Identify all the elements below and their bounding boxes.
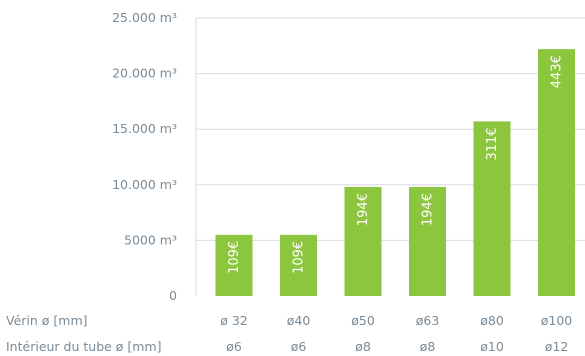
y-tick-label: 5000 m³ bbox=[124, 232, 177, 247]
category-label: ø100 bbox=[541, 313, 573, 328]
category-label: ø63 bbox=[416, 313, 440, 328]
category-label: ø40 bbox=[287, 313, 311, 328]
row-label-tube: Intérieur du tube ø [mm] bbox=[6, 339, 162, 354]
category-label: ø80 bbox=[480, 313, 504, 328]
bars bbox=[215, 49, 575, 296]
secondary-category-label: ø12 bbox=[545, 339, 569, 354]
secondary-category-label: ø8 bbox=[355, 339, 371, 354]
category-label: ø 32 bbox=[220, 313, 248, 328]
bar bbox=[280, 234, 317, 296]
bar bbox=[344, 187, 382, 296]
bar-value-label: 194€ bbox=[356, 193, 371, 226]
category-label: ø50 bbox=[351, 313, 375, 328]
y-axis-ticks: 0 5000 m³ 10.000 m³ 15.000 m³ 20.000 m³ 25.00… bbox=[112, 10, 177, 303]
bar-value-label: 311€ bbox=[485, 127, 500, 160]
secondary-category-labels: ø6 ø6 ø8 ø8 ø10 ø12 bbox=[226, 339, 568, 354]
secondary-category-label: ø6 bbox=[291, 339, 307, 354]
bar bbox=[215, 234, 253, 296]
secondary-category-label: ø10 bbox=[480, 339, 504, 354]
y-tick-label: 20.000 m³ bbox=[112, 66, 177, 81]
row-label-verin: Vérin ø [mm] bbox=[6, 313, 88, 328]
y-tick-label: 10.000 m³ bbox=[112, 177, 177, 192]
y-tick-label: 0 bbox=[169, 288, 177, 303]
y-tick-label: 25.000 m³ bbox=[112, 10, 177, 25]
bar-value-label: 109€ bbox=[292, 241, 307, 274]
bar bbox=[473, 121, 511, 296]
bar-value-label: 109€ bbox=[227, 241, 242, 274]
bar bbox=[538, 49, 575, 296]
y-tick-label: 15.000 m³ bbox=[112, 121, 177, 136]
bar-value-label: 194€ bbox=[421, 193, 436, 226]
grid bbox=[195, 17, 585, 296]
bar bbox=[409, 187, 446, 296]
secondary-category-label: ø8 bbox=[420, 339, 436, 354]
bar-value-label: 443€ bbox=[550, 55, 565, 88]
secondary-category-label: ø6 bbox=[226, 339, 242, 354]
bar-labels: 109€ 109€ 194€ 194€ 311€ 443€ bbox=[227, 55, 565, 274]
category-labels: ø 32 ø40 ø50 ø63 ø80 ø100 bbox=[220, 313, 572, 328]
